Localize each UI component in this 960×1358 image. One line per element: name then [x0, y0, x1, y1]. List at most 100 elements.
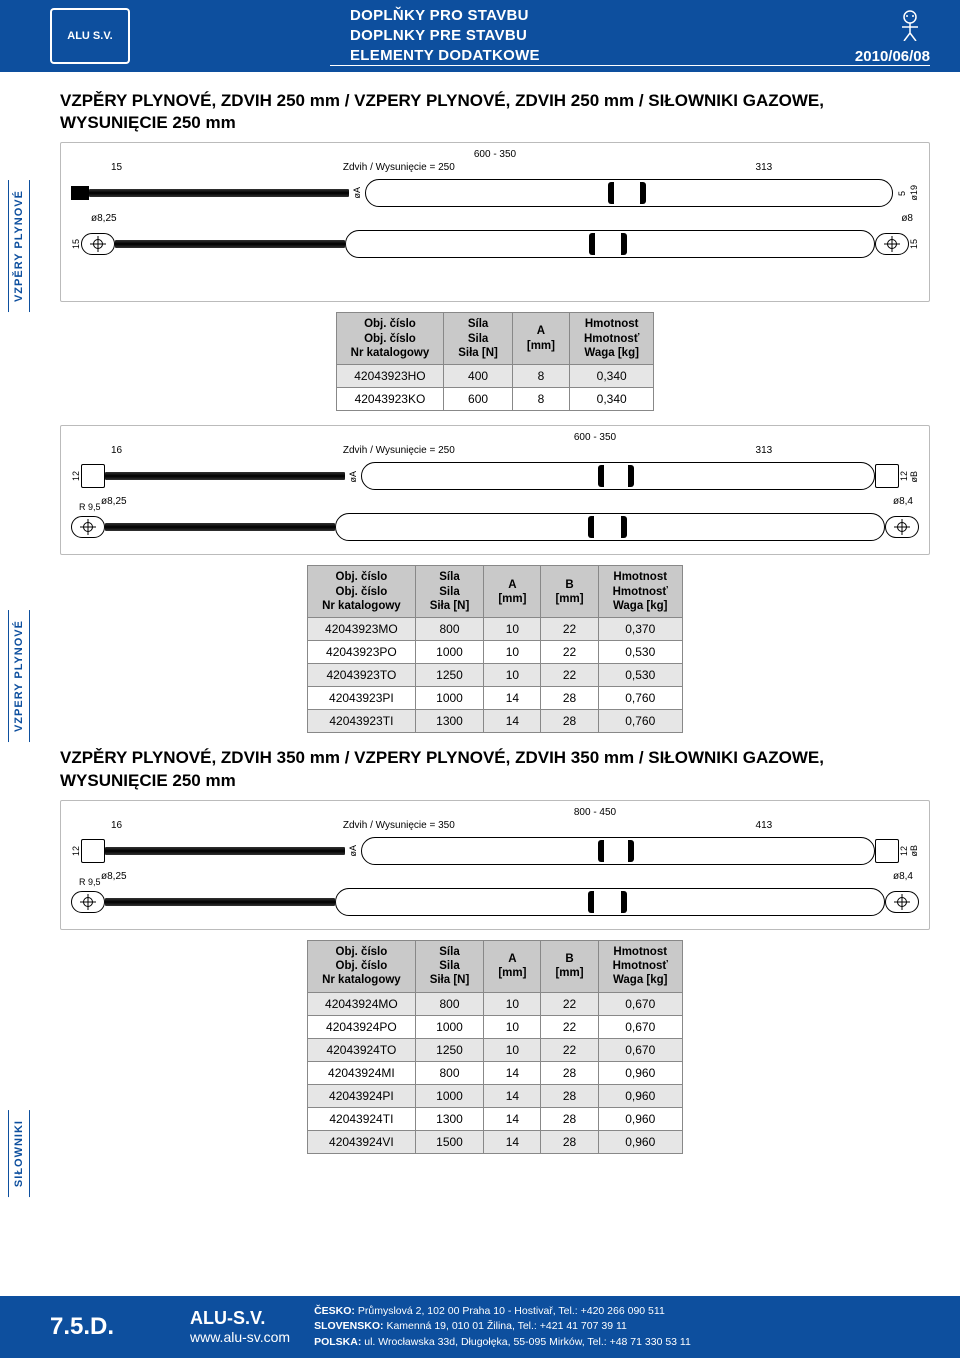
dim-R-2: R 9,5	[79, 502, 101, 512]
table-row: 42043924TO125010220,670	[308, 1038, 683, 1061]
hex-end-right	[875, 464, 899, 488]
dim-R-3: R 9,5	[79, 877, 101, 887]
t1-h4: HmotnostHmotnosťWaga [kg]	[570, 313, 654, 365]
header-date: 2010/06/08	[855, 48, 930, 65]
page-number: 7.5.D.	[50, 1313, 190, 1341]
strut-1b: 15 15	[71, 230, 919, 258]
addr2-label: SLOVENSKO:	[314, 1320, 383, 1332]
strut-3b	[71, 888, 919, 916]
table-1: Obj. čísloObj. čísloNr katalogowy SílaSi…	[336, 312, 655, 411]
dim-row-3: 16 Zdvih / Wysunięcie = 350 413	[71, 820, 919, 831]
eye-right-1	[875, 233, 909, 255]
page-header: ALU S.V. DOPLŇKY PRO STAVBU DOPLNKY PRE …	[0, 0, 960, 72]
table-row: 42043923MO80010220,370	[308, 618, 683, 641]
dim-stroke-3: Zdvih / Wysunięcie = 350	[343, 820, 455, 831]
addr1: Průmyslová 2, 102 00 Praha 10 - Hostivař…	[355, 1305, 665, 1317]
footer-brand-block: ALU-S.V. www.alu-sv.com	[190, 1309, 290, 1345]
strut-1a: øA 5 ø19	[71, 179, 919, 207]
dim-o825-3: ø8,25	[101, 871, 127, 882]
strut-3a: 12 øA 12 øB	[71, 837, 919, 865]
dim-row-2b: ø8,25 ø8,4	[71, 496, 919, 507]
t2-h5: HmotnostHmotnosťWaga [kg]	[598, 566, 682, 618]
t3-h3: A[mm]	[484, 940, 541, 992]
brand-logo-text: ALU S.V.	[67, 30, 112, 42]
addr3-label: POLSKA:	[314, 1336, 361, 1348]
section1-heading: VZPĚRY PLYNOVÉ, ZDVIH 250 mm / VZPERY PL…	[60, 90, 930, 134]
strut-2a: 12 øA 12 øB	[71, 462, 919, 490]
piston-rod-1b	[115, 240, 345, 248]
dim-left-3: 16	[111, 820, 122, 831]
piston-rod-3b	[105, 898, 335, 906]
table-row: 42043923HO40080,340	[336, 365, 654, 388]
gas-cylinder-1a	[365, 179, 893, 207]
dim-o825-1: ø8,25	[91, 213, 117, 224]
header-title-3: ELEMENTY DODATKOWE	[350, 46, 855, 66]
dim-oA-1: øA	[352, 187, 362, 199]
table-row: 42043924VI150014280,960	[308, 1130, 683, 1153]
eye-right-2	[885, 516, 919, 538]
dim-o84-3: ø8,4	[893, 871, 913, 882]
t1-h1: Obj. čísloObj. čísloNr katalogowy	[336, 313, 444, 365]
gas-cylinder-1b	[345, 230, 875, 258]
table-row: 42043923TI130014280,760	[308, 710, 683, 733]
table-row: 42043924TI130014280,960	[308, 1107, 683, 1130]
dim-o84-2: ø8,4	[893, 496, 913, 507]
t1-h2: SílaSilaSiła [N]	[444, 313, 513, 365]
eye-left-3	[71, 891, 105, 913]
table-2: Obj. čísloObj. čísloNr katalogowy SílaSi…	[307, 565, 683, 733]
table-row: 42043923PO100010220,530	[308, 641, 683, 664]
dim-v12-2l: 12	[71, 471, 81, 481]
dim-row-3b: ø8,25 ø8,4	[71, 871, 919, 882]
header-underline	[330, 65, 930, 66]
dim-cyl-3: 413	[756, 820, 773, 831]
eye-left-2	[71, 516, 105, 538]
t3-h4: B[mm]	[541, 940, 598, 992]
piston-rod-3	[105, 847, 345, 855]
header-title-1: DOPLŇKY PRO STAVBU	[350, 6, 855, 26]
dim-total-2: 600 - 350	[71, 432, 919, 443]
t3-h1: Obj. čísloObj. čísloNr katalogowy	[308, 940, 416, 992]
piston-rod	[89, 189, 349, 197]
dim-row-2: 16 Zdvih / Wysunięcie = 250 313	[71, 445, 919, 456]
dim-left-2: 16	[111, 445, 122, 456]
addr3: ul. Wrocławska 33d, Długołęka, 55-095 Mi…	[361, 1336, 690, 1348]
t2-h1: Obj. čísloObj. čísloNr katalogowy	[308, 566, 416, 618]
dim-oA-2: øA	[348, 471, 358, 483]
gas-cylinder-3	[361, 837, 875, 865]
dim-cyl-1: 313	[756, 162, 773, 173]
t3-h5: HmotnostHmotnosťWaga [kg]	[598, 940, 682, 992]
table-row: 42043924MI80014280,960	[308, 1061, 683, 1084]
dim-stroke-2: Zdvih / Wysunięcie = 250	[343, 445, 455, 456]
rod-endcap	[71, 186, 89, 200]
page-footer: 7.5.D. ALU-S.V. www.alu-sv.com ČESKO: Pr…	[0, 1296, 960, 1358]
footer-brand: ALU-S.V.	[190, 1309, 290, 1329]
dim-v12-3l: 12	[71, 846, 81, 856]
dim-v15-l: 15	[71, 239, 81, 249]
header-title-2: DOPLNKY PRE STAVBU	[350, 26, 855, 46]
dim-o8-1: ø8	[901, 213, 913, 224]
t2-h2: SílaSilaSiła [N]	[415, 566, 484, 618]
dim-v12-3r: 12	[899, 846, 909, 856]
table-row: 42043923KO60080,340	[336, 388, 654, 411]
table-3: Obj. čísloObj. čísloNr katalogowy SílaSi…	[307, 940, 683, 1154]
dim-oB-2: øB	[909, 471, 919, 483]
drawing-3: 800 - 450 16 Zdvih / Wysunięcie = 350 41…	[60, 800, 930, 930]
t2-h3: A[mm]	[484, 566, 541, 618]
dim-cyl-2: 313	[756, 445, 773, 456]
t1-h3: A[mm]	[512, 313, 569, 365]
table-row: 42043924PO100010220,670	[308, 1015, 683, 1038]
dim-left-1: 15	[111, 162, 122, 173]
dim-v15-r: 15	[909, 239, 919, 249]
eye-left-1	[81, 233, 115, 255]
dim-total-1: 600 - 350	[71, 149, 919, 160]
dim-oB-3: øB	[909, 845, 919, 857]
table-row: 42043924PI100014280,960	[308, 1084, 683, 1107]
gas-cylinder-3b	[335, 888, 885, 916]
dim-row-1: 15 Zdvih / Wysunięcie = 250 313	[71, 162, 919, 173]
hex-end-left	[81, 464, 105, 488]
page-body: VZPĚRY PLYNOVÉ, ZDVIH 250 mm / VZPERY PL…	[0, 72, 960, 1154]
piston-rod-2	[105, 472, 345, 480]
dim-o825-2: ø8,25	[101, 496, 127, 507]
footer-url: www.alu-sv.com	[190, 1329, 290, 1345]
drawing-1: 600 - 350 15 Zdvih / Wysunięcie = 250 31…	[60, 142, 930, 302]
